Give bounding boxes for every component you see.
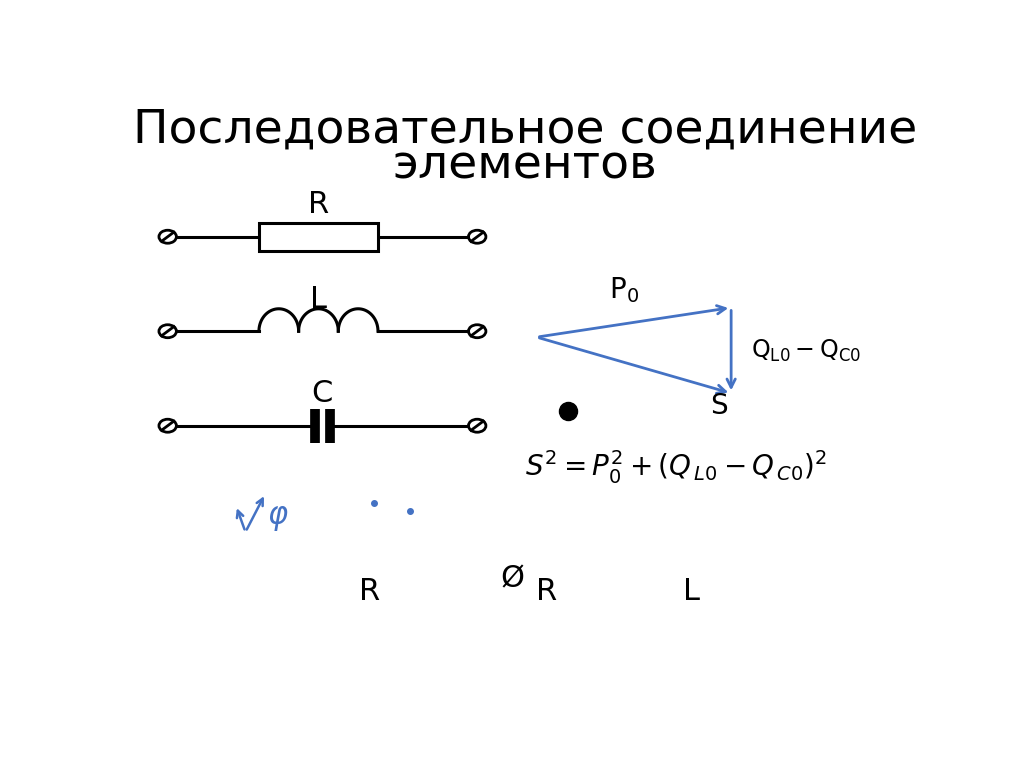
Bar — [259, 222, 378, 251]
Text: Последовательное соединение: Последовательное соединение — [133, 108, 916, 153]
Text: R: R — [536, 577, 557, 606]
Text: элементов: элементов — [392, 143, 657, 189]
Text: $\mathregular{P_0}$: $\mathregular{P_0}$ — [609, 275, 639, 304]
Text: $\varphi$: $\varphi$ — [267, 504, 289, 533]
Text: C: C — [311, 379, 333, 408]
Text: R: R — [308, 189, 329, 219]
Text: $S^2 = P_0^2 + (Q_{\,L0} - Q_{\,C0})^2$: $S^2 = P_0^2 + (Q_{\,L0} - Q_{\,C0})^2$ — [524, 448, 826, 486]
Text: R: R — [359, 577, 381, 606]
Text: S: S — [711, 392, 728, 420]
Text: L: L — [310, 285, 327, 314]
Text: L: L — [683, 577, 700, 606]
Text: Ø: Ø — [501, 565, 525, 594]
Text: $\mathregular{Q_{L0}-Q_{C0}}$: $\mathregular{Q_{L0}-Q_{C0}}$ — [751, 337, 861, 364]
